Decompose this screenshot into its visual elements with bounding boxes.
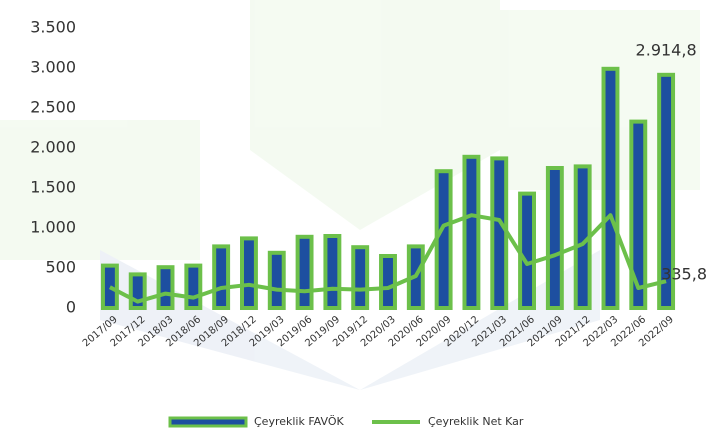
y-tick-label: 3.500 bbox=[30, 18, 76, 37]
legend-label: Çeyreklik FAVÖK bbox=[254, 415, 344, 428]
bar bbox=[548, 168, 562, 308]
legend-swatch bbox=[170, 418, 246, 426]
data-label: 2.914,8 bbox=[636, 40, 697, 59]
bar bbox=[604, 69, 618, 308]
bar bbox=[214, 246, 228, 308]
y-tick-label: 0 bbox=[66, 298, 76, 317]
y-tick-label: 2.500 bbox=[30, 98, 76, 117]
bar bbox=[103, 266, 117, 308]
bar bbox=[298, 237, 312, 308]
y-tick-label: 1.000 bbox=[30, 218, 76, 237]
bar bbox=[492, 158, 506, 308]
bar bbox=[242, 238, 256, 308]
chart: 05001.0001.5002.0002.5003.0003.5002017/0… bbox=[0, 0, 712, 434]
bar bbox=[270, 253, 284, 308]
y-tick-label: 500 bbox=[45, 258, 76, 277]
bar bbox=[159, 267, 173, 308]
bar bbox=[464, 157, 478, 308]
data-label: 335,8 bbox=[661, 265, 707, 284]
bar bbox=[381, 256, 395, 308]
bar bbox=[325, 236, 339, 308]
bar bbox=[520, 194, 534, 308]
y-tick-label: 1.500 bbox=[30, 178, 76, 197]
bar bbox=[186, 266, 200, 308]
bar bbox=[437, 171, 451, 308]
y-tick-label: 3.000 bbox=[30, 58, 76, 77]
legend-label: Çeyreklik Net Kar bbox=[428, 415, 524, 428]
bar bbox=[353, 247, 367, 308]
y-tick-label: 2.000 bbox=[30, 138, 76, 157]
